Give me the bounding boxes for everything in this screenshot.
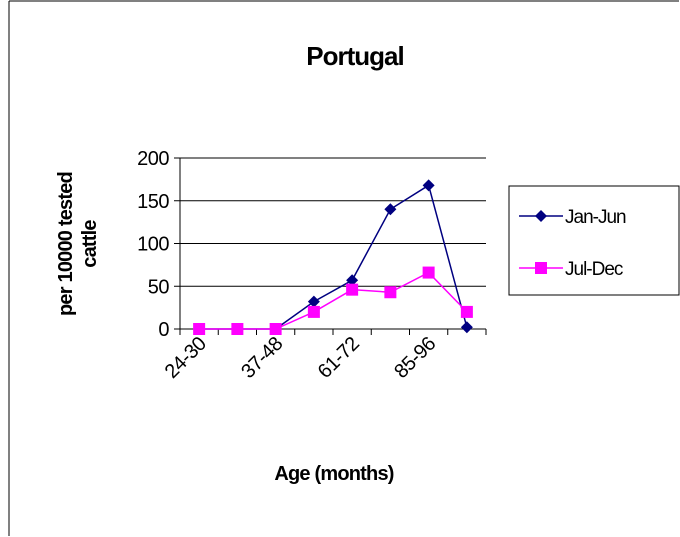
x-axis-title: Age (months)	[274, 463, 393, 485]
series-1-point-4	[346, 283, 359, 296]
series-1-point-0	[193, 323, 206, 335]
series-1-point-2	[269, 323, 282, 335]
y-tick-label-2: 100	[137, 234, 169, 256]
series-1-point-5	[384, 286, 397, 299]
x-tick-label-1: 37-48	[237, 333, 287, 383]
series-1-point-6	[422, 266, 435, 279]
series-line-1	[199, 271, 468, 330]
x-tick-label-2: 61-72	[314, 333, 364, 383]
series-line-0	[199, 184, 468, 330]
y-tick-label-3: 150	[137, 191, 169, 213]
series-1-point-7	[460, 305, 473, 318]
legend-items: Jan-Jun Jul-Dec	[519, 207, 627, 280]
y-axis-title-line1: per 10000 tested	[55, 172, 77, 316]
legend-label-1: Jul-Dec	[565, 259, 623, 280]
legend: Jan-Jun Jul-Dec	[508, 185, 680, 296]
y-axis-title-line2: cattle	[79, 220, 101, 268]
legend-marker-0	[535, 210, 547, 222]
series-0-point-5	[384, 203, 397, 216]
chart-title: Portugal	[306, 41, 403, 71]
series-0-point-6	[422, 179, 435, 192]
legend-label-0: Jan-Jun	[565, 207, 626, 228]
y-tick-label-0: 0	[158, 319, 169, 341]
series-1-point-1	[231, 323, 244, 335]
y-tick-label-4: 200	[137, 148, 169, 170]
legend-box	[508, 185, 680, 296]
series-0-point-3	[307, 295, 320, 308]
y-tick-label-1: 50	[148, 276, 170, 298]
series-0-point-4	[346, 274, 359, 287]
x-tick-label-3: 85-96	[390, 333, 440, 383]
series-1-point-3	[307, 305, 320, 318]
legend-marker-1	[535, 262, 547, 274]
series-0-point-7	[460, 321, 473, 334]
